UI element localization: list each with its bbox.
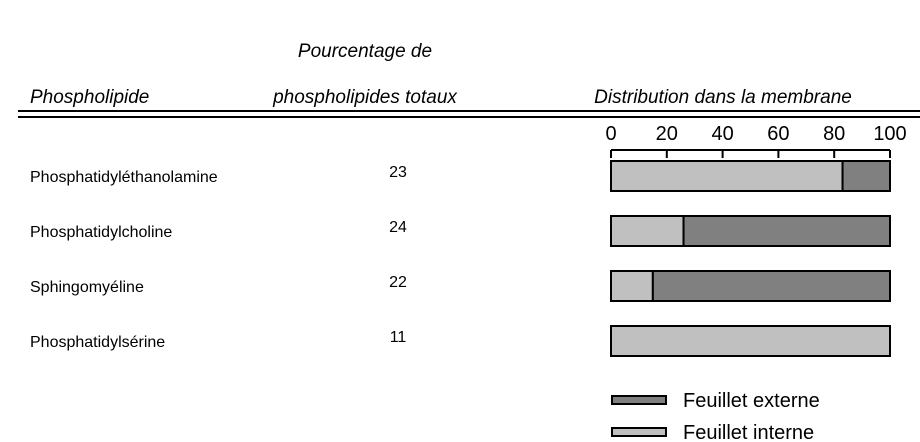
x-tick-label: 100 — [873, 123, 906, 145]
row-label: Phosphatidyléthanolamine — [30, 169, 218, 186]
row-label: Phosphatidylsérine — [30, 334, 165, 351]
legend-label: Feuillet interne — [683, 422, 814, 442]
bar-segment — [841, 160, 892, 192]
column-header: Pourcentage de — [298, 41, 432, 62]
x-tick-label: 40 — [711, 123, 733, 145]
column-header: phospholipides totaux — [272, 87, 458, 108]
bar-segment — [610, 270, 654, 302]
bar-segment — [682, 215, 891, 247]
x-tick-label: 0 — [605, 123, 616, 145]
x-tick-label: 60 — [767, 123, 789, 145]
row-label: Phosphatidylcholine — [30, 224, 172, 241]
bar-segment — [610, 160, 844, 192]
row-total: 11 — [390, 329, 407, 346]
x-tick-label: 80 — [823, 123, 845, 145]
row-total: 23 — [389, 164, 407, 181]
bar-segment — [610, 325, 891, 357]
legend-label: Feuillet externe — [683, 390, 820, 412]
bar-segment — [651, 270, 891, 302]
legend-swatch — [611, 395, 667, 405]
column-header: Distribution dans la membrane — [594, 87, 852, 108]
row-total: 24 — [389, 219, 407, 236]
legend-swatch — [611, 427, 667, 437]
x-tick-label: 20 — [656, 123, 678, 145]
bar-segment — [610, 215, 685, 247]
column-header: Phospholipide — [30, 87, 149, 108]
row-total: 22 — [389, 274, 407, 291]
row-label: Sphingomyéline — [30, 279, 144, 296]
